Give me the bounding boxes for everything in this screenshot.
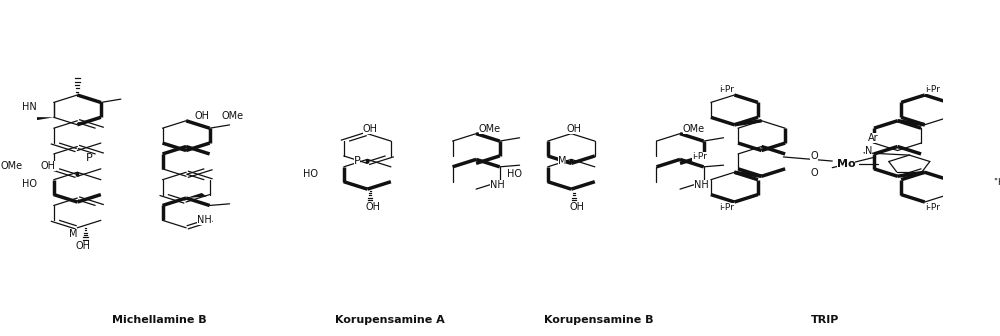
- Text: HO: HO: [22, 179, 37, 189]
- Text: P: P: [85, 154, 92, 163]
- Text: M: M: [558, 156, 566, 166]
- Text: HN: HN: [22, 101, 37, 112]
- Text: i-Pr: i-Pr: [719, 204, 734, 212]
- Text: OMe: OMe: [221, 111, 244, 121]
- Text: M: M: [69, 229, 78, 239]
- Text: Michellamine B: Michellamine B: [112, 315, 206, 325]
- Text: TRIP: TRIP: [811, 315, 839, 325]
- Text: OMe: OMe: [683, 124, 705, 134]
- Text: i-Pr: i-Pr: [719, 85, 734, 93]
- Text: OMe: OMe: [479, 124, 501, 134]
- Text: Mo: Mo: [837, 159, 855, 169]
- Text: O: O: [810, 151, 818, 161]
- Text: OH: OH: [75, 241, 90, 251]
- Text: OH: OH: [365, 202, 380, 212]
- Text: OH: OH: [41, 161, 56, 171]
- Text: OH: OH: [569, 202, 584, 212]
- Text: O: O: [810, 168, 818, 178]
- Text: i-Pr: i-Pr: [692, 153, 707, 161]
- Text: NH: NH: [197, 215, 212, 225]
- Text: i-Pr: i-Pr: [925, 85, 940, 93]
- Text: NH: NH: [490, 180, 504, 190]
- Text: NH: NH: [694, 180, 708, 190]
- Text: OMe: OMe: [1, 161, 23, 171]
- Text: OH: OH: [363, 124, 378, 134]
- Text: OH: OH: [194, 111, 209, 121]
- Polygon shape: [30, 117, 54, 121]
- Text: OH: OH: [566, 124, 581, 134]
- Text: ''H: ''H: [993, 178, 1000, 187]
- Text: P: P: [354, 156, 360, 166]
- Text: i-Pr: i-Pr: [925, 204, 940, 212]
- Text: HO: HO: [303, 169, 318, 179]
- Text: Korupensamine A: Korupensamine A: [335, 315, 445, 325]
- Text: Korupensamine B: Korupensamine B: [544, 315, 653, 325]
- Polygon shape: [186, 193, 207, 198]
- Text: N: N: [865, 146, 872, 156]
- Text: Ar: Ar: [868, 133, 878, 143]
- Text: HO: HO: [507, 169, 522, 179]
